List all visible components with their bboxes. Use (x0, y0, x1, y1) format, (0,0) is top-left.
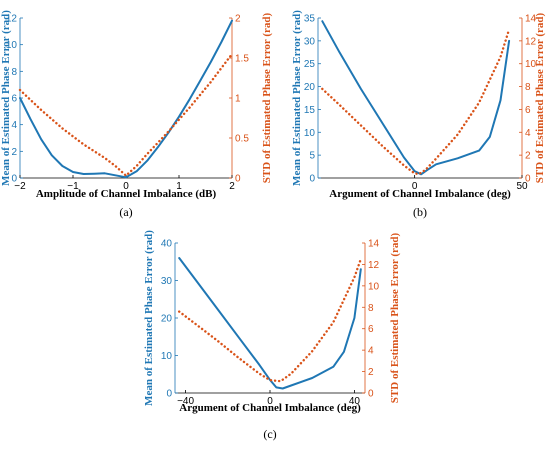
y-right-tick-label: 0 (368, 389, 374, 400)
x-axis-label: Argument of Channel Imbalance (deg) (179, 402, 361, 414)
panel-label: (b) (413, 205, 427, 219)
y-left-tick-label: 10 (304, 128, 316, 139)
std-series-line (18, 52, 234, 177)
y-left-tick-label: 8 (11, 67, 17, 78)
y-left-axis-label: Mean of Estimated Phase Error (rad) (0, 10, 12, 186)
y-right-tick-label: 6 (525, 105, 531, 116)
mean-series-line (19, 19, 233, 179)
x-tick-label: 0 (123, 181, 129, 192)
y-right-tick-label: 12 (525, 36, 537, 47)
x-tick-label: −1 (67, 181, 79, 192)
y-right-tick-label: 2 (525, 151, 531, 162)
x-tick-label: 1 (176, 181, 182, 192)
y-right-tick-label: 8 (368, 303, 374, 314)
y-right-tick-label: 2 (368, 367, 374, 378)
x-axis-label: Argument of Channel Imbalance (deg) (329, 188, 511, 200)
y-left-tick-label: 40 (161, 239, 173, 250)
x-tick-label: 0 (412, 181, 418, 192)
x-tick-label: 0 (267, 396, 273, 407)
mean-series-line (178, 257, 362, 390)
y-right-axis-label: STD of Estimated Phase Error (rad) (261, 12, 273, 183)
y-right-tick-label: 0.5 (235, 134, 249, 145)
y-left-tick-label: 15 (304, 105, 316, 116)
y-right-tick-label: 1.5 (235, 54, 249, 65)
y-right-tick-label: 6 (368, 324, 374, 335)
y-left-tick-label: 20 (161, 314, 173, 325)
x-tick-label: −2 (14, 181, 26, 192)
panel-label: (a) (119, 205, 132, 219)
y-left-tick-label: 2 (11, 147, 17, 158)
y-right-axis-label: STD of Estimated Phase Error (rad) (534, 12, 546, 183)
y-left-tick-label: 0 (166, 389, 172, 400)
y-right-tick-label: 0 (525, 174, 531, 185)
y-left-axis-label: Mean of Estimated Phase Error (rad) (291, 10, 303, 186)
panel-c: −40 0 40 0 10 20 30 40 0 2 4 6 8 10 12 14 Argument of Ch… (143, 230, 401, 441)
y-right-tick-label: 1 (235, 94, 241, 105)
y-right-tick-label: 2 (235, 14, 241, 25)
y-left-tick-label: 20 (304, 82, 316, 93)
y-right-tick-label: 12 (368, 260, 380, 271)
x-tick-label: −40 (177, 396, 194, 407)
y-left-tick-label: 6 (11, 94, 17, 105)
x-axis-label: Amplitude of Channel Imbalance (dB) (36, 188, 217, 200)
y-left-tick-label: 30 (304, 36, 316, 47)
y-right-tick-label: 14 (525, 14, 537, 25)
y-left-axis-label: Mean of Estimated Phase Error (rad) (143, 230, 155, 406)
x-tick-label: 50 (516, 181, 528, 192)
x-tick-label: 2 (229, 181, 235, 192)
panel-label: (c) (263, 427, 276, 441)
x-tick-label: 40 (349, 396, 361, 407)
y-right-tick-label: 4 (368, 346, 374, 357)
y-left-tick-label: 35 (304, 14, 316, 25)
y-left-tick-label: 4 (11, 120, 17, 131)
y-left-tick-label: 12 (6, 14, 18, 25)
y-left-tick-label: 25 (304, 59, 316, 70)
y-right-tick-label: 8 (525, 82, 531, 93)
y-left-tick-label: 10 (161, 351, 173, 362)
y-left-tick-label: 0 (11, 174, 17, 185)
y-right-tick-label: 14 (368, 239, 380, 250)
y-right-tick-label: 10 (368, 281, 380, 292)
y-left-tick-label: 5 (309, 151, 315, 162)
y-left-tick-label: 0 (309, 174, 315, 185)
std-series-line (177, 257, 362, 383)
y-right-tick-label: 0 (235, 174, 241, 185)
y-right-axis-label: STD of Estimated Phase Error (rad) (389, 232, 401, 403)
std-series-line (321, 28, 511, 176)
y-right-tick-label: 4 (525, 128, 531, 139)
y-left-tick-label: 30 (161, 276, 173, 287)
y-left-tick-label: 10 (6, 40, 18, 51)
y-right-tick-label: 10 (525, 59, 537, 70)
